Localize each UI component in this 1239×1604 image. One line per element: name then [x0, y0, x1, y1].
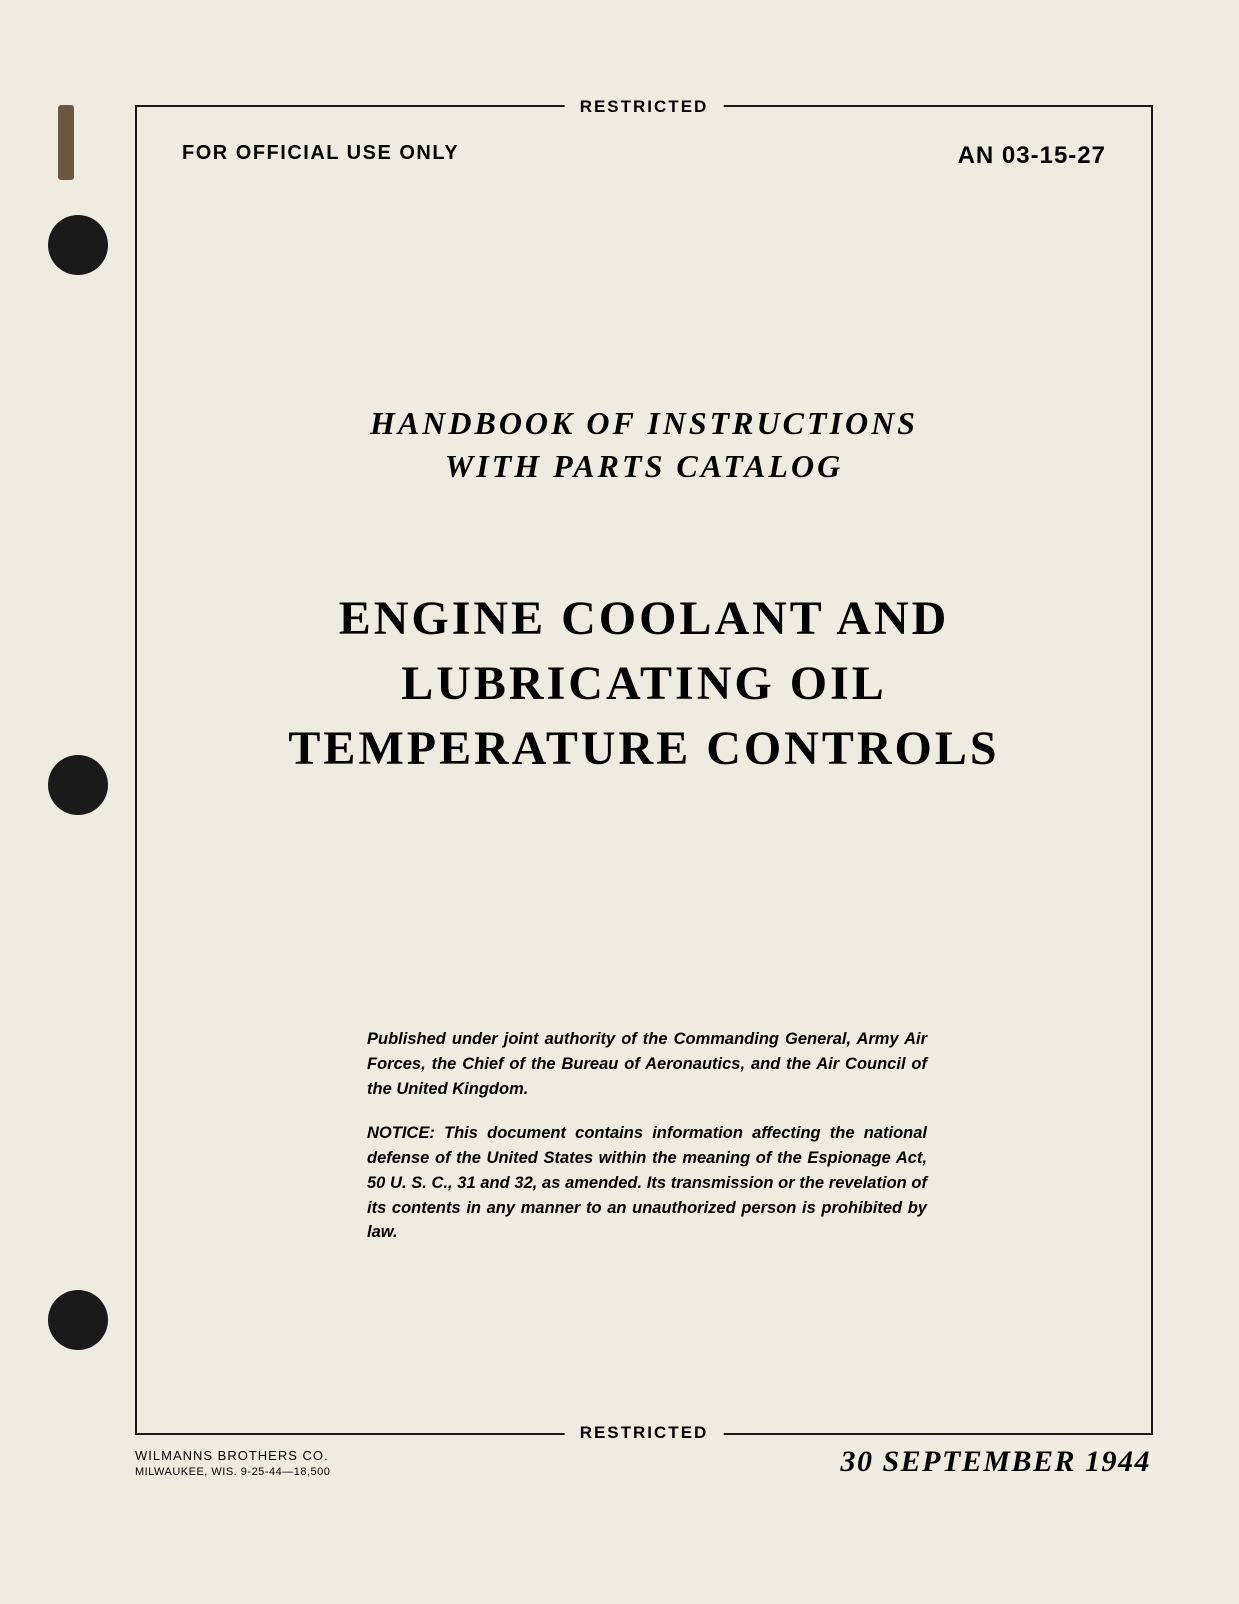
publication-date: 30 SEPTEMBER 1944	[840, 1445, 1151, 1479]
main-title-line-1: ENGINE COOLANT AND	[167, 587, 1121, 652]
binding-mark	[58, 105, 74, 180]
subtitle-line-2: WITH PARTS CATALOG	[137, 445, 1151, 488]
printer-info: WILMANNS BROTHERS CO. MILWAUKEE, WIS. 9-…	[135, 1448, 330, 1479]
main-title-line-2: LUBRICATING OIL	[167, 652, 1121, 717]
subtitle-line-1: HANDBOOK OF INSTRUCTIONS	[137, 402, 1151, 445]
binder-hole	[48, 755, 108, 815]
publication-authority: Published under joint authority of the C…	[367, 1027, 927, 1101]
classification-top: RESTRICTED	[565, 97, 724, 117]
official-use-label: FOR OFFICIAL USE ONLY	[182, 142, 459, 165]
publication-block: Published under joint authority of the C…	[367, 1027, 927, 1265]
document-number: AN 03-15-27	[958, 142, 1106, 170]
document-page: RESTRICTED RESTRICTED FOR OFFICIAL USE O…	[0, 0, 1239, 1604]
printer-name: WILMANNS BROTHERS CO.	[135, 1448, 330, 1465]
main-title-line-3: TEMPERATURE CONTROLS	[167, 717, 1121, 782]
content-frame: RESTRICTED RESTRICTED FOR OFFICIAL USE O…	[135, 105, 1153, 1435]
subtitle-block: HANDBOOK OF INSTRUCTIONS WITH PARTS CATA…	[137, 402, 1151, 488]
binder-hole	[48, 1290, 108, 1350]
espionage-notice: NOTICE: This document contains informati…	[367, 1121, 927, 1245]
printer-details: MILWAUKEE, WIS. 9-25-44—18,500	[135, 1465, 330, 1479]
classification-bottom: RESTRICTED	[565, 1423, 724, 1443]
binder-hole	[48, 215, 108, 275]
main-title-block: ENGINE COOLANT AND LUBRICATING OIL TEMPE…	[137, 587, 1151, 781]
